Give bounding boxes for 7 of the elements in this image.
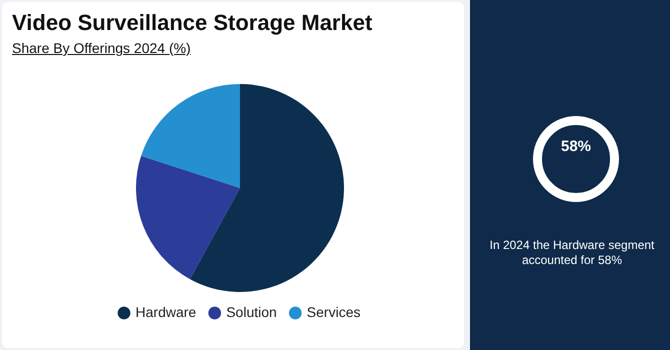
legend-label: Solution bbox=[226, 304, 277, 320]
legend-label: Hardware bbox=[136, 304, 196, 320]
text: 58% bbox=[560, 138, 592, 155]
chart-title: Video Surveillance Storage Market bbox=[12, 10, 372, 36]
chart-subtitle: Share By Offerings 2024 (%) bbox=[12, 40, 191, 56]
legend-label: Services bbox=[306, 304, 360, 320]
text: In 2024 the Hardware segment accounted for 58% bbox=[488, 238, 656, 268]
